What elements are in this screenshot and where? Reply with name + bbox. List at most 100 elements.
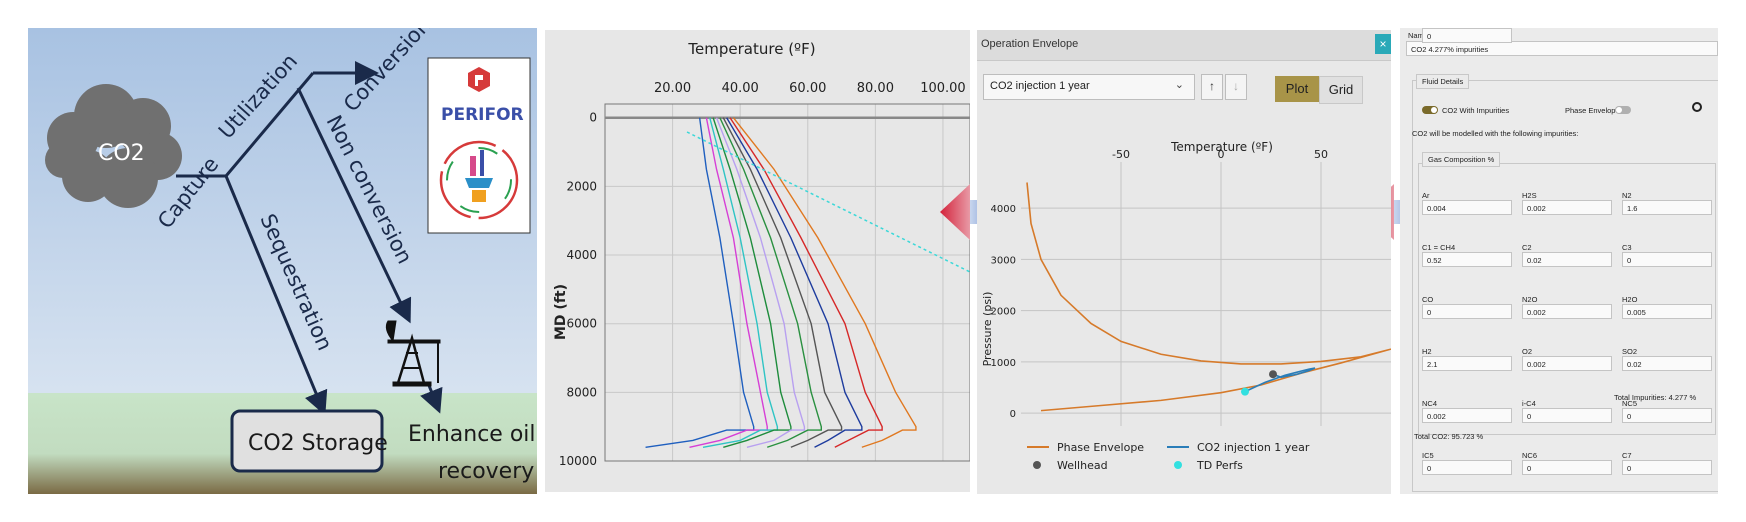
component-value-input[interactable]: 0.002 bbox=[1522, 304, 1612, 319]
grid-toggle-button[interactable]: Grid bbox=[1319, 76, 1363, 104]
name-input[interactable]: CO2 4.277% impurities bbox=[1406, 41, 1718, 56]
temp-plot-frame bbox=[604, 103, 970, 462]
temp-y-tick: 4000 bbox=[566, 248, 597, 262]
component-value-input[interactable]: 0 bbox=[1522, 408, 1612, 423]
envelope-plot-area bbox=[1021, 162, 1391, 426]
temp-series-line bbox=[722, 117, 843, 448]
temp-x-tick: 40.00 bbox=[722, 81, 759, 96]
chevron-down-icon: ⌄ bbox=[1174, 79, 1184, 91]
temp-series-line bbox=[729, 117, 883, 448]
envelope-y-tick: 3000 bbox=[991, 255, 1016, 266]
temp-y-tick: 8000 bbox=[566, 385, 597, 399]
temp-y-tick: 0 bbox=[589, 111, 597, 125]
temp-chart-title: Temperature (ºF) bbox=[687, 40, 815, 58]
name-label: Name bbox=[1408, 31, 1429, 40]
tab-gas-composition[interactable]: Gas Composition % bbox=[1422, 152, 1501, 167]
diagram-lines bbox=[176, 61, 443, 416]
temp-series-line bbox=[702, 117, 779, 448]
co2-impurities-toggle[interactable] bbox=[1422, 106, 1438, 114]
component-value-input[interactable]: 0 bbox=[1522, 460, 1612, 475]
component-value-input[interactable]: 0 bbox=[1622, 252, 1712, 267]
storage-label: CO2 Storage bbox=[248, 431, 388, 456]
component-label: CO bbox=[1422, 295, 1434, 304]
temp-series-line bbox=[732, 117, 917, 448]
td-perfs-point bbox=[1241, 387, 1249, 396]
component-label: H2S bbox=[1522, 191, 1537, 200]
close-button[interactable]: × bbox=[1375, 34, 1391, 54]
component-value-input[interactable]: 0 bbox=[1422, 28, 1512, 43]
component-label: i-C4 bbox=[1522, 399, 1536, 408]
component-value-input[interactable]: 0.02 bbox=[1622, 356, 1712, 371]
eor-label-line1: Enhance oil bbox=[408, 422, 536, 447]
component-value-input[interactable]: 0.52 bbox=[1422, 252, 1512, 267]
envelope-legend: Phase Envelope CO2 injection 1 year Well… bbox=[1027, 441, 1310, 472]
temp-y-axis-label: MD (ft) bbox=[553, 284, 569, 340]
component-label: Ar bbox=[1422, 191, 1430, 200]
tab-fluid-details[interactable]: Fluid Details bbox=[1416, 74, 1470, 89]
toggle-knob bbox=[1431, 107, 1437, 113]
component-label: N2O bbox=[1522, 295, 1538, 304]
legend-wellhead: Wellhead bbox=[1057, 459, 1108, 472]
plot-toggle-button[interactable]: Plot bbox=[1275, 76, 1319, 102]
component-value-input[interactable]: 0.002 bbox=[1522, 356, 1612, 371]
total-co2: Total CO2: 95.723 % bbox=[1414, 432, 1484, 441]
storage-box bbox=[230, 409, 384, 473]
envelope-x-tick: -50 bbox=[1112, 148, 1130, 161]
wellhead-point bbox=[1269, 370, 1277, 379]
component-value-input[interactable]: 0 bbox=[1422, 460, 1512, 475]
ccus-diagram-svg: CO2 Capture Utilization Conversion Non c… bbox=[28, 28, 537, 494]
component-label: C1 = CH4 bbox=[1422, 243, 1456, 252]
legend-injection: CO2 injection 1 year bbox=[1197, 441, 1310, 454]
temp-x-tick: 20.00 bbox=[654, 81, 691, 96]
co2-cloud bbox=[45, 84, 182, 208]
component-value-input[interactable]: 0.002 bbox=[1422, 408, 1512, 423]
component-label: NC4 bbox=[1422, 399, 1438, 408]
temp-series-line bbox=[719, 117, 822, 448]
pumpjack-icon bbox=[385, 320, 441, 387]
temp-y-tick: 10000 bbox=[559, 454, 597, 468]
component-label: NC6 bbox=[1522, 451, 1538, 460]
temperature-chart-svg: Temperature (ºF) 20.00 40.00 60.00 80.00 100… bbox=[553, 40, 970, 468]
gear-icon[interactable] bbox=[1692, 102, 1702, 112]
component-value-input[interactable]: 0.004 bbox=[1422, 200, 1512, 215]
ccus-diagram: CO2 Capture Utilization Conversion Non c… bbox=[28, 28, 537, 494]
move-up-button[interactable]: ↑ bbox=[1201, 74, 1223, 100]
component-value-input[interactable]: 0.02 bbox=[1522, 252, 1612, 267]
component-label: SO2 bbox=[1622, 347, 1638, 356]
temp-x-tick: 60.00 bbox=[789, 81, 826, 96]
envelope-series-line bbox=[1244, 367, 1316, 393]
temp-series-line bbox=[726, 117, 863, 448]
component-value-input[interactable]: 1.6 bbox=[1622, 200, 1712, 215]
temp-series-line bbox=[645, 117, 755, 448]
phase-envelope-toggle[interactable] bbox=[1615, 106, 1631, 114]
component-value-input[interactable]: 2.1 bbox=[1422, 356, 1512, 371]
scenario-dropdown[interactable]: CO2 injection 1 year ⌄ bbox=[983, 74, 1195, 100]
envelope-y-tick: 1000 bbox=[991, 358, 1016, 369]
eor-label-line2: recovery bbox=[438, 459, 534, 484]
move-down-button[interactable]: ↓ bbox=[1225, 74, 1247, 100]
envelope-x-tick: 50 bbox=[1314, 148, 1328, 161]
temp-dashed-line bbox=[686, 131, 970, 273]
temp-y-tick: 6000 bbox=[566, 317, 597, 331]
fluid-details-group bbox=[1412, 80, 1718, 492]
component-value-input[interactable]: 0 bbox=[1422, 304, 1512, 319]
envelope-y-tick: 4000 bbox=[991, 204, 1016, 215]
fluid-details-panel: Name CO2 4.277% impurities Fluid Details… bbox=[1400, 28, 1718, 494]
envelope-chart-svg: Temperature (ºF) Pressure (psi) -50 0 50 0 1… bbox=[981, 140, 1391, 472]
scenario-dropdown-value: CO2 injection 1 year bbox=[990, 80, 1090, 92]
component-value-input[interactable]: 0 bbox=[1622, 460, 1712, 475]
component-label: N2 bbox=[1622, 191, 1632, 200]
component-value-input[interactable]: 0 bbox=[1622, 408, 1712, 423]
operation-envelope-window: Operation Envelope × CO2 injection 1 yea… bbox=[977, 30, 1391, 494]
temp-x-tick: 80.00 bbox=[857, 81, 894, 96]
phase-envelope-label: Phase Envelope bbox=[1565, 106, 1620, 115]
temperature-profile-chart: Temperature (ºF) 20.00 40.00 60.00 80.00 100… bbox=[545, 30, 970, 492]
component-value-input[interactable]: 0.002 bbox=[1522, 200, 1612, 215]
component-value-input[interactable]: 0.005 bbox=[1622, 304, 1712, 319]
legend-td-perfs: TD Perfs bbox=[1196, 459, 1243, 472]
component-label: C7 bbox=[1622, 451, 1632, 460]
component-label: C2 bbox=[1522, 243, 1532, 252]
component-label: IC5 bbox=[1422, 451, 1434, 460]
window-title: Operation Envelope bbox=[981, 38, 1079, 50]
envelope-series-line bbox=[1026, 182, 1391, 412]
